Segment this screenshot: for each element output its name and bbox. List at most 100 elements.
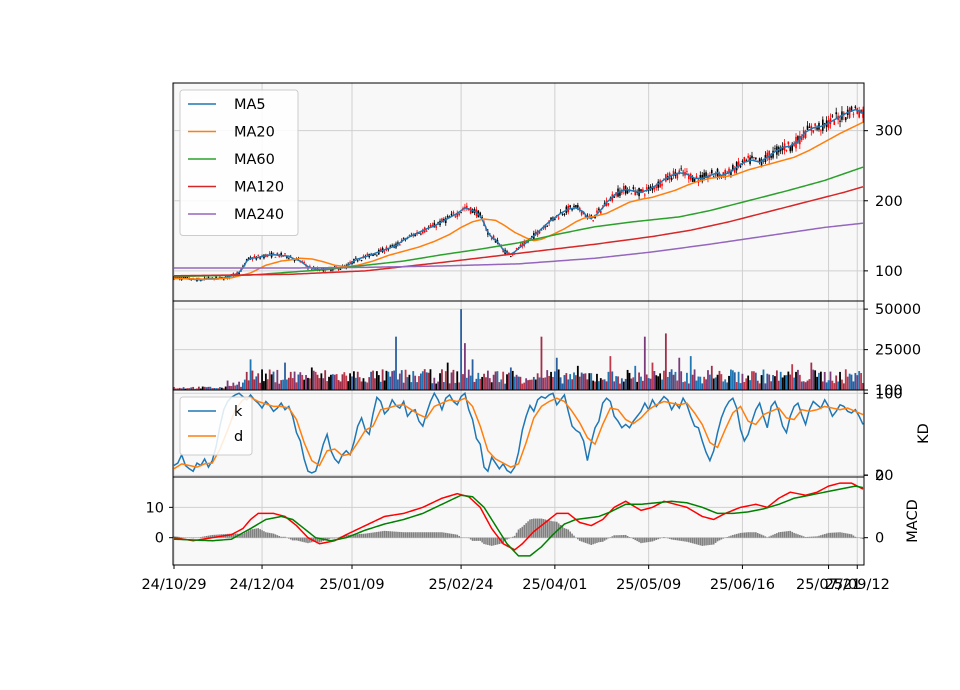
volume-bar	[749, 380, 751, 390]
volume-bar	[647, 378, 650, 390]
macd-panel-background	[173, 477, 864, 565]
volume-bar	[582, 373, 585, 390]
volume-bar	[400, 370, 403, 390]
volume-bar	[362, 378, 365, 390]
candle-body	[422, 229, 424, 234]
macd-histogram-bar	[263, 531, 265, 538]
candle-body	[745, 159, 748, 161]
candle-body	[607, 203, 610, 205]
x-tick-label: 25/06/16	[710, 577, 775, 593]
volume-bar	[523, 382, 526, 390]
macd-histogram-bar	[565, 528, 568, 538]
candle-body	[389, 245, 392, 247]
volume-bar	[324, 370, 327, 390]
volume-bar	[266, 379, 269, 390]
macd-histogram-bar	[316, 537, 319, 542]
candle-body	[791, 143, 793, 151]
macd-histogram-bar	[739, 532, 742, 538]
macd-histogram-bar	[402, 532, 405, 538]
volume-bar	[412, 371, 415, 390]
volume-bar	[697, 376, 700, 390]
volume-bar	[714, 377, 717, 390]
macd-histogram-bar	[443, 532, 445, 538]
macd-histogram-bar	[498, 537, 501, 545]
macd-histogram-bar	[697, 537, 700, 545]
macd-histogram-bar	[628, 537, 631, 538]
candle-body	[804, 130, 807, 138]
macd-histogram-bar	[823, 534, 826, 538]
macd-histogram-bar	[550, 520, 552, 538]
volume-bar	[481, 376, 484, 390]
volume-bar	[630, 378, 633, 390]
volume-bar	[617, 376, 619, 390]
macd-histogram-bar	[829, 532, 832, 538]
macd-histogram-bar	[854, 536, 857, 538]
candle-body	[303, 262, 305, 263]
macd-histogram-bar	[201, 536, 204, 538]
volume-bar	[368, 377, 371, 390]
volume-bar	[397, 379, 399, 390]
volume-bar	[330, 374, 332, 390]
volume-bar	[173, 387, 175, 390]
volume-bar	[448, 383, 451, 390]
macd-histogram-bar	[846, 533, 849, 538]
macd-histogram-bar	[672, 537, 675, 540]
macd-histogram-bar	[666, 537, 669, 539]
macd-histogram-bar	[737, 533, 740, 538]
candle-body	[184, 277, 187, 279]
macd-histogram-bar	[456, 534, 459, 538]
macd-histogram-bar	[314, 537, 317, 542]
volume-bar	[676, 380, 679, 390]
candle-body	[311, 269, 313, 270]
macd-histogram-bar	[732, 534, 734, 538]
volume-bar	[745, 378, 748, 390]
volume-bar	[827, 380, 830, 390]
volume-bar	[404, 369, 407, 390]
macd-histogram-bar	[293, 537, 296, 541]
candle-body	[182, 276, 185, 278]
macd-histogram-bar	[781, 531, 784, 538]
candle-body	[806, 125, 809, 130]
macd-histogram-bar	[355, 534, 357, 538]
volume-bar	[341, 374, 344, 390]
macd-histogram-bar	[508, 537, 510, 539]
candle-body	[400, 239, 403, 241]
macd-histogram-bar	[404, 532, 407, 538]
macd-histogram-bar	[789, 530, 792, 538]
volume-bar	[175, 388, 177, 390]
candle-body	[760, 159, 763, 167]
volume-bar	[829, 371, 832, 390]
candle-body	[739, 165, 742, 168]
macd-histogram-bar	[726, 537, 728, 538]
volume-bar	[754, 372, 757, 390]
volume-bar	[758, 383, 761, 390]
candle-body	[670, 177, 673, 181]
volume-bar	[326, 381, 329, 390]
volume-bar	[247, 380, 250, 390]
vol-panel-background	[173, 301, 864, 390]
macd-histogram-bar	[266, 532, 269, 538]
volume-bar	[381, 369, 384, 390]
volume-bar	[465, 377, 468, 390]
x-tick-label: 25/01/09	[319, 577, 384, 593]
candle-body	[793, 144, 795, 146]
volume-bar	[276, 369, 279, 390]
volume-bar	[274, 382, 277, 390]
macd-histogram-bar	[695, 537, 698, 545]
volume-bar	[691, 374, 694, 390]
legend-label-ma60: MA60	[234, 152, 275, 168]
macd-histogram-bar	[362, 533, 365, 538]
volume-bar	[437, 381, 440, 390]
candle-body	[751, 155, 753, 159]
candle-body	[649, 186, 652, 189]
candle-body	[402, 237, 405, 239]
candle-body	[441, 218, 443, 222]
volume-bar	[178, 387, 181, 390]
volume-bar	[356, 371, 359, 390]
macd-histogram-bar	[577, 537, 579, 540]
macd-histogram-bar	[448, 533, 451, 538]
candle-body	[324, 270, 326, 272]
macd-histogram-bar	[469, 537, 472, 540]
volume-bar	[517, 376, 520, 390]
macd-histogram-bar	[473, 537, 476, 541]
